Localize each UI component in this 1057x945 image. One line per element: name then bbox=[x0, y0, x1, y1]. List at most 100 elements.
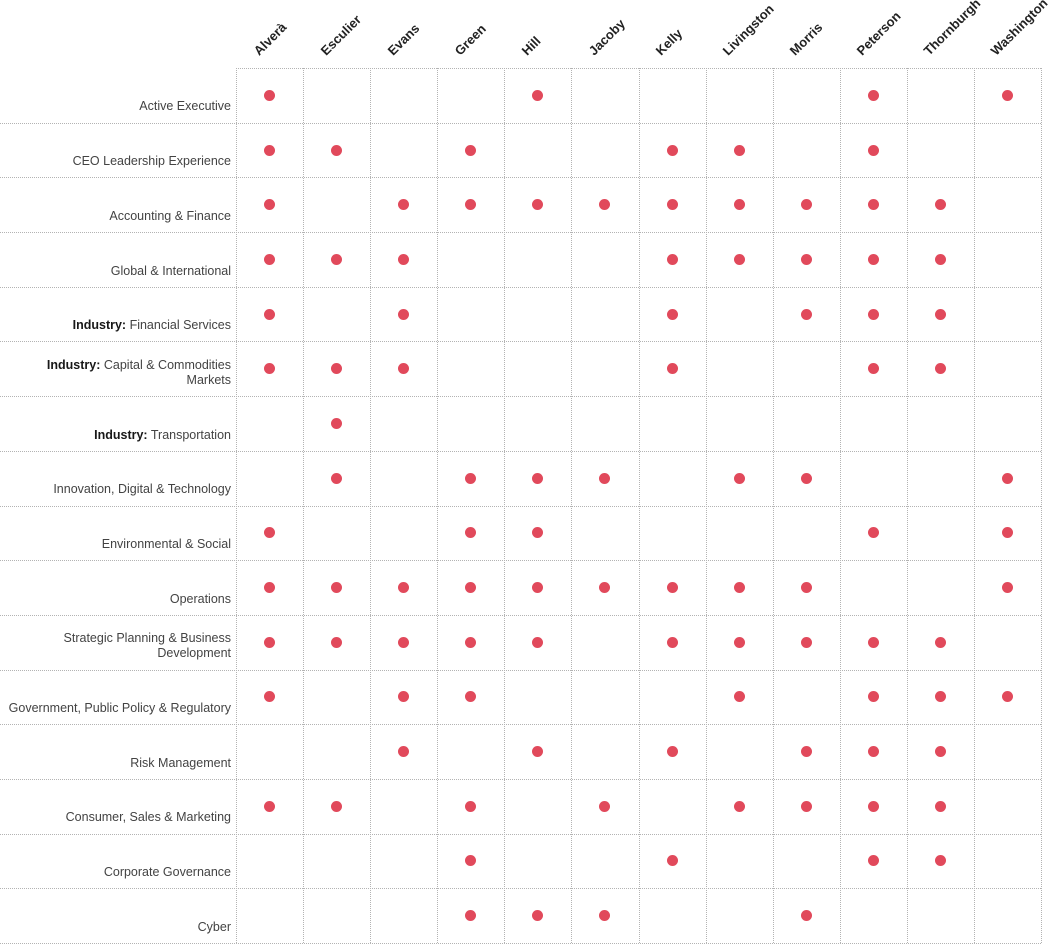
matrix-dot bbox=[800, 253, 812, 265]
row-label-9: Environmental & Social bbox=[0, 506, 236, 561]
matrix-dot bbox=[733, 253, 745, 265]
matrix-dot bbox=[264, 144, 276, 156]
matrix-dot bbox=[465, 800, 477, 812]
row-label-text: Industry: Financial Services bbox=[73, 318, 231, 333]
grid-hline bbox=[0, 505, 1041, 507]
row-label-text: Risk Management bbox=[130, 756, 231, 771]
row-label-bold-prefix: Industry: bbox=[72, 318, 127, 333]
matrix-dot bbox=[867, 144, 879, 156]
row-label-bold-prefix: Industry: bbox=[94, 427, 148, 442]
row-label-14: Consumer, Sales & Marketing bbox=[0, 779, 236, 834]
row-label-rest: Operations bbox=[169, 591, 231, 606]
matrix-dot bbox=[532, 910, 544, 922]
row-label-text: Strategic Planning & Business Developmen… bbox=[64, 631, 231, 662]
grid-vline bbox=[303, 68, 305, 943]
matrix-dot bbox=[331, 417, 343, 429]
row-label-text: Environmental & Social bbox=[102, 537, 231, 552]
matrix-dot bbox=[465, 636, 477, 648]
matrix-dot bbox=[666, 144, 678, 156]
row-label-text: Innovation, Digital & Technology bbox=[53, 482, 231, 497]
row-label-10: Operations bbox=[0, 560, 236, 615]
matrix-dot bbox=[264, 308, 276, 320]
row-label-rest: Environmental & Social bbox=[101, 536, 231, 551]
column-header-11: Thornburgh bbox=[921, 0, 984, 59]
matrix-dot bbox=[465, 527, 477, 539]
matrix-dot bbox=[867, 308, 879, 320]
grid-hline bbox=[0, 396, 1041, 398]
matrix-dot bbox=[934, 199, 946, 211]
row-label-rest: Strategic Planning & Business Developmen… bbox=[63, 631, 231, 661]
row-label-3: Accounting & Finance bbox=[0, 177, 236, 232]
matrix-dot bbox=[666, 746, 678, 758]
matrix-dot bbox=[331, 363, 343, 375]
grid-hline bbox=[0, 614, 1041, 616]
matrix-dot bbox=[264, 691, 276, 703]
matrix-dot bbox=[733, 636, 745, 648]
matrix-dot bbox=[1001, 582, 1013, 594]
row-label-2: CEO Leadership Experience bbox=[0, 123, 236, 178]
matrix-dot bbox=[398, 253, 410, 265]
grid-vline bbox=[705, 68, 707, 943]
matrix-dot bbox=[264, 636, 276, 648]
matrix-dot bbox=[800, 636, 812, 648]
matrix-dot bbox=[867, 746, 879, 758]
row-label-text: Operations bbox=[170, 592, 231, 607]
grid-vline bbox=[1041, 68, 1042, 943]
grid-vline bbox=[973, 68, 975, 943]
matrix-dot bbox=[331, 582, 343, 594]
matrix-dot bbox=[733, 800, 745, 812]
matrix-dot bbox=[733, 691, 745, 703]
row-label-rest: Active Executive bbox=[139, 99, 231, 114]
matrix-dot bbox=[264, 89, 276, 101]
row-label-11: Strategic Planning & Business Developmen… bbox=[0, 615, 236, 670]
matrix-dot bbox=[532, 582, 544, 594]
matrix-dot bbox=[1001, 472, 1013, 484]
matrix-dot bbox=[599, 910, 611, 922]
row-label-13: Risk Management bbox=[0, 724, 236, 779]
row-label-rest: Risk Management bbox=[130, 755, 231, 770]
matrix-dot bbox=[800, 910, 812, 922]
row-label-bold-prefix: Industry: bbox=[46, 357, 101, 372]
row-label-4: Global & International bbox=[0, 232, 236, 287]
matrix-dot bbox=[867, 89, 879, 101]
column-header-5: Hill bbox=[518, 33, 544, 59]
grid-vline bbox=[638, 68, 640, 943]
grid-hline bbox=[0, 943, 1041, 944]
row-label-rest: Financial Services bbox=[126, 318, 231, 333]
matrix-dot bbox=[599, 582, 611, 594]
matrix-dot bbox=[331, 472, 343, 484]
grid-vline bbox=[906, 68, 908, 943]
grid-hline bbox=[0, 560, 1041, 562]
row-label-rest: Government, Public Policy & Regulatory bbox=[8, 701, 231, 715]
grid-hline bbox=[0, 177, 1041, 179]
row-label-6: Industry: Capital & Commodities Markets bbox=[0, 341, 236, 396]
row-label-text: CEO Leadership Experience bbox=[73, 154, 231, 169]
matrix-dot bbox=[666, 199, 678, 211]
matrix-dot bbox=[666, 636, 678, 648]
grid-hline bbox=[0, 724, 1041, 726]
grid-hline bbox=[0, 122, 1041, 124]
matrix-dot bbox=[867, 636, 879, 648]
row-label-text: Consumer, Sales & Marketing bbox=[66, 810, 231, 825]
column-header-12: Washington bbox=[988, 0, 1052, 59]
row-label-text: Government, Public Policy & Regulatory bbox=[9, 701, 231, 716]
row-label-15: Corporate Governance bbox=[0, 834, 236, 889]
matrix-dot bbox=[264, 199, 276, 211]
matrix-dot bbox=[264, 527, 276, 539]
matrix-dot bbox=[465, 855, 477, 867]
matrix-dot bbox=[331, 636, 343, 648]
matrix-dot bbox=[867, 527, 879, 539]
row-label-7: Industry: Transportation bbox=[0, 396, 236, 451]
matrix-dot bbox=[934, 363, 946, 375]
row-label-rest: Innovation, Digital & Technology bbox=[53, 482, 231, 497]
matrix-dot bbox=[331, 800, 343, 812]
matrix-dot bbox=[465, 144, 477, 156]
matrix-dot bbox=[398, 636, 410, 648]
matrix-dot bbox=[398, 363, 410, 375]
matrix-dot bbox=[666, 582, 678, 594]
matrix-dot bbox=[800, 472, 812, 484]
matrix-dot bbox=[666, 308, 678, 320]
grid-vline bbox=[370, 68, 372, 943]
column-header-3: Evans bbox=[384, 20, 423, 59]
row-label-text: Corporate Governance bbox=[104, 865, 231, 880]
